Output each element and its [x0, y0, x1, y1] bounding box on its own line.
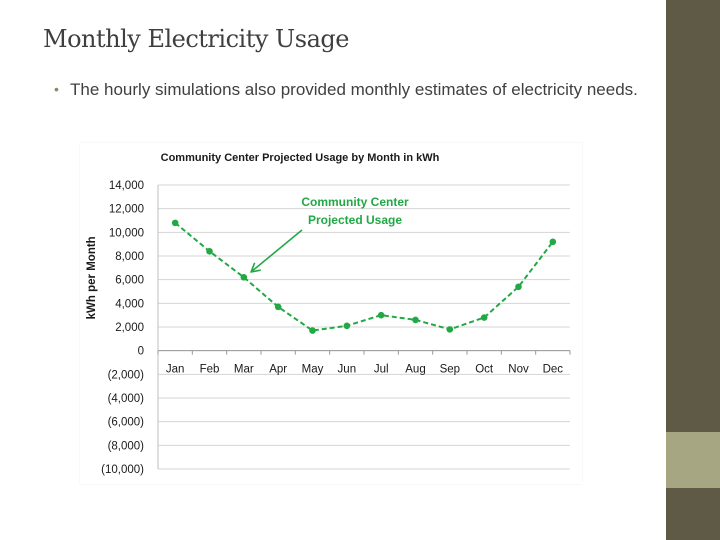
data-point — [412, 316, 419, 324]
y-tick-label: 6,000 — [115, 275, 144, 287]
y-tick-label: 0 — [138, 346, 144, 358]
y-tick-label: 8,000 — [115, 251, 144, 263]
data-point — [274, 303, 282, 311]
x-tick-label: Nov — [508, 364, 529, 376]
x-tick-label: Dec — [543, 364, 564, 376]
y-tick-label: (6,000) — [108, 417, 145, 429]
x-tick-label: Sep — [440, 364, 460, 376]
series-line — [174, 222, 554, 332]
y-tick-label: 4,000 — [115, 298, 144, 310]
chart-annotation: Community Center Projected Usage — [252, 195, 409, 271]
y-axis-ticks: 14,000 12,000 10,000 8,000 6,000 4,000 2,000 0 (… — [101, 180, 144, 476]
y-axis-label: kWh per Month — [86, 236, 98, 319]
chart-title: Community Center Projected Usage by Mont… — [161, 152, 440, 164]
y-tick-label: (4,000) — [108, 393, 145, 405]
x-tick-label: Apr — [269, 364, 287, 376]
data-point — [206, 247, 213, 255]
y-tick-label: (8,000) — [108, 440, 145, 452]
chart-gridlines — [157, 184, 571, 470]
chart-panel: Community Center Projected Usage by Mont… — [80, 143, 582, 484]
data-point — [446, 326, 454, 333]
slide-title: Monthly Electricity Usage — [43, 25, 349, 53]
x-tick-label: May — [302, 364, 324, 376]
x-tick-label: Jun — [338, 364, 357, 376]
y-tick-label: 10,000 — [109, 227, 144, 239]
data-point — [549, 238, 557, 246]
bullet-item: • The hourly simulations also provided m… — [54, 78, 644, 101]
x-tick-label: Aug — [405, 364, 425, 376]
data-point — [343, 322, 351, 330]
x-tick-label: Mar — [234, 364, 254, 376]
data-point — [480, 314, 488, 321]
x-tick-label: Jan — [166, 364, 185, 376]
x-tick-label: Jul — [374, 364, 389, 376]
usage-line-chart: Community Center Projected Usage by Mont… — [86, 152, 571, 476]
x-tick-label: Feb — [200, 364, 220, 376]
data-point — [309, 327, 316, 334]
y-tick-label: 2,000 — [115, 322, 144, 334]
decorative-side-band-accent — [666, 432, 720, 488]
data-point — [240, 274, 248, 281]
annotation-line-1: Community Center — [301, 195, 409, 209]
annotation-arrow — [252, 229, 303, 271]
x-axis-ticks: Jan Feb Mar Apr May Jun Jul Aug Sep Oct Nov Dec — [166, 364, 563, 376]
data-point — [377, 311, 385, 319]
x-tick-label: Oct — [475, 364, 494, 376]
y-tick-label: (10,000) — [101, 464, 144, 476]
y-tick-label: 14,000 — [109, 180, 144, 192]
annotation-line-2: Projected Usage — [308, 213, 402, 227]
chart-series — [171, 219, 557, 334]
y-tick-label: 12,000 — [109, 204, 144, 216]
data-point — [171, 219, 179, 227]
bullet-dot-icon: • — [54, 81, 59, 97]
y-tick-label: (2,000) — [108, 369, 145, 381]
data-point — [515, 283, 522, 291]
bullet-text: The hourly simulations also provided mon… — [70, 80, 638, 99]
